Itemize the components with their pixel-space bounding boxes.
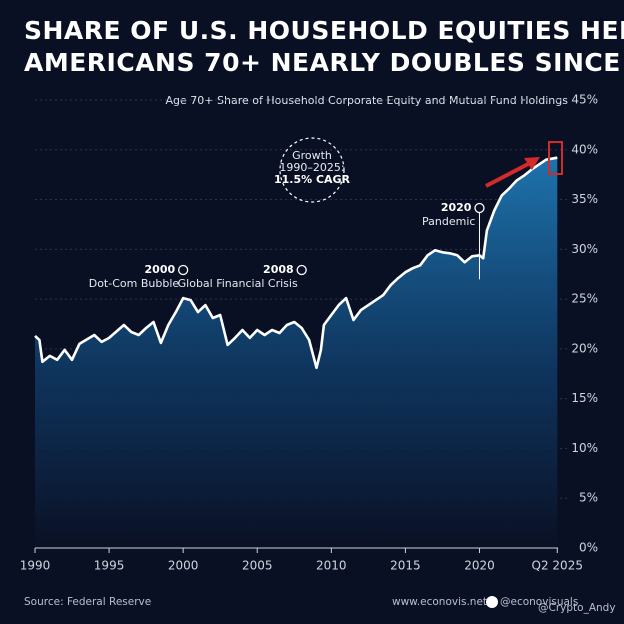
- y-tick-label: 5%: [579, 491, 598, 505]
- annotation-year: 2008: [263, 263, 294, 276]
- y-tick-label: 30%: [571, 242, 598, 256]
- x-tick-label: 2010: [316, 559, 347, 573]
- annotation-marker: [296, 264, 307, 276]
- line: [34, 156, 558, 370]
- y-tick-label: 0%: [579, 541, 598, 555]
- x-tick-label: 2015: [390, 559, 421, 573]
- red-box: [548, 141, 563, 175]
- x-tick-label: 2000: [168, 559, 199, 573]
- y-tick-label: 35%: [571, 192, 598, 206]
- callout-line: Growth: [292, 149, 332, 162]
- red-arrow: [485, 160, 533, 188]
- x-tick-label: 2020: [464, 559, 495, 573]
- y-tick-label: 25%: [571, 292, 598, 306]
- handle: @econovisuals: [500, 596, 578, 608]
- x-tick-label: 1990: [20, 559, 51, 573]
- source: Source: Federal Reserve: [24, 596, 151, 608]
- y-tick-label: 40%: [571, 142, 598, 156]
- annotation-text: Pandemic: [422, 215, 475, 228]
- annotation-text: Global Financial Crisis: [178, 277, 298, 290]
- y-tick-label: 15%: [571, 391, 598, 405]
- y-tick-label: 20%: [571, 341, 598, 355]
- annotation-year: 2020: [441, 201, 472, 214]
- callout-circle: [279, 137, 345, 203]
- highlight: [485, 141, 563, 188]
- red-arrow-head: [524, 157, 540, 170]
- annotation-year: 2000: [145, 263, 176, 276]
- annotation-marker: [474, 202, 485, 214]
- callout-line: 1990–2025:: [279, 161, 344, 174]
- callout-line: 11.5% CAGR: [274, 173, 351, 186]
- y-tick-label: 45%: [571, 93, 598, 107]
- chart-title-line-1: SHARE OF U.S. HOUSEHOLD EQUITIES HELD BY: [24, 16, 624, 45]
- website: www.econovis.net: [392, 596, 487, 608]
- x-tick-label: 2005: [242, 559, 273, 573]
- annotation-marker: [178, 264, 189, 276]
- chart-title-line-2: AMERICANS 70+ NEARLY DOUBLES SINCE 1990: [24, 48, 624, 77]
- x-tick-label: Q2 2025: [532, 559, 583, 573]
- plot: 0% 5% 10% 15% 20% 25% 30% 35% 40% 45% 1990 1995 2000…: [20, 93, 598, 573]
- growth-callout: Growth 1990–2025: 11.5% CAGR: [274, 137, 351, 203]
- annotation-text: Dot-Com Bubble: [89, 277, 180, 290]
- watermark: @Crypto_Andy: [538, 602, 616, 614]
- x-logo: [486, 596, 498, 608]
- area: [35, 157, 558, 548]
- y-tick-label: 10%: [571, 441, 598, 455]
- x-tick-label: 1995: [94, 559, 125, 573]
